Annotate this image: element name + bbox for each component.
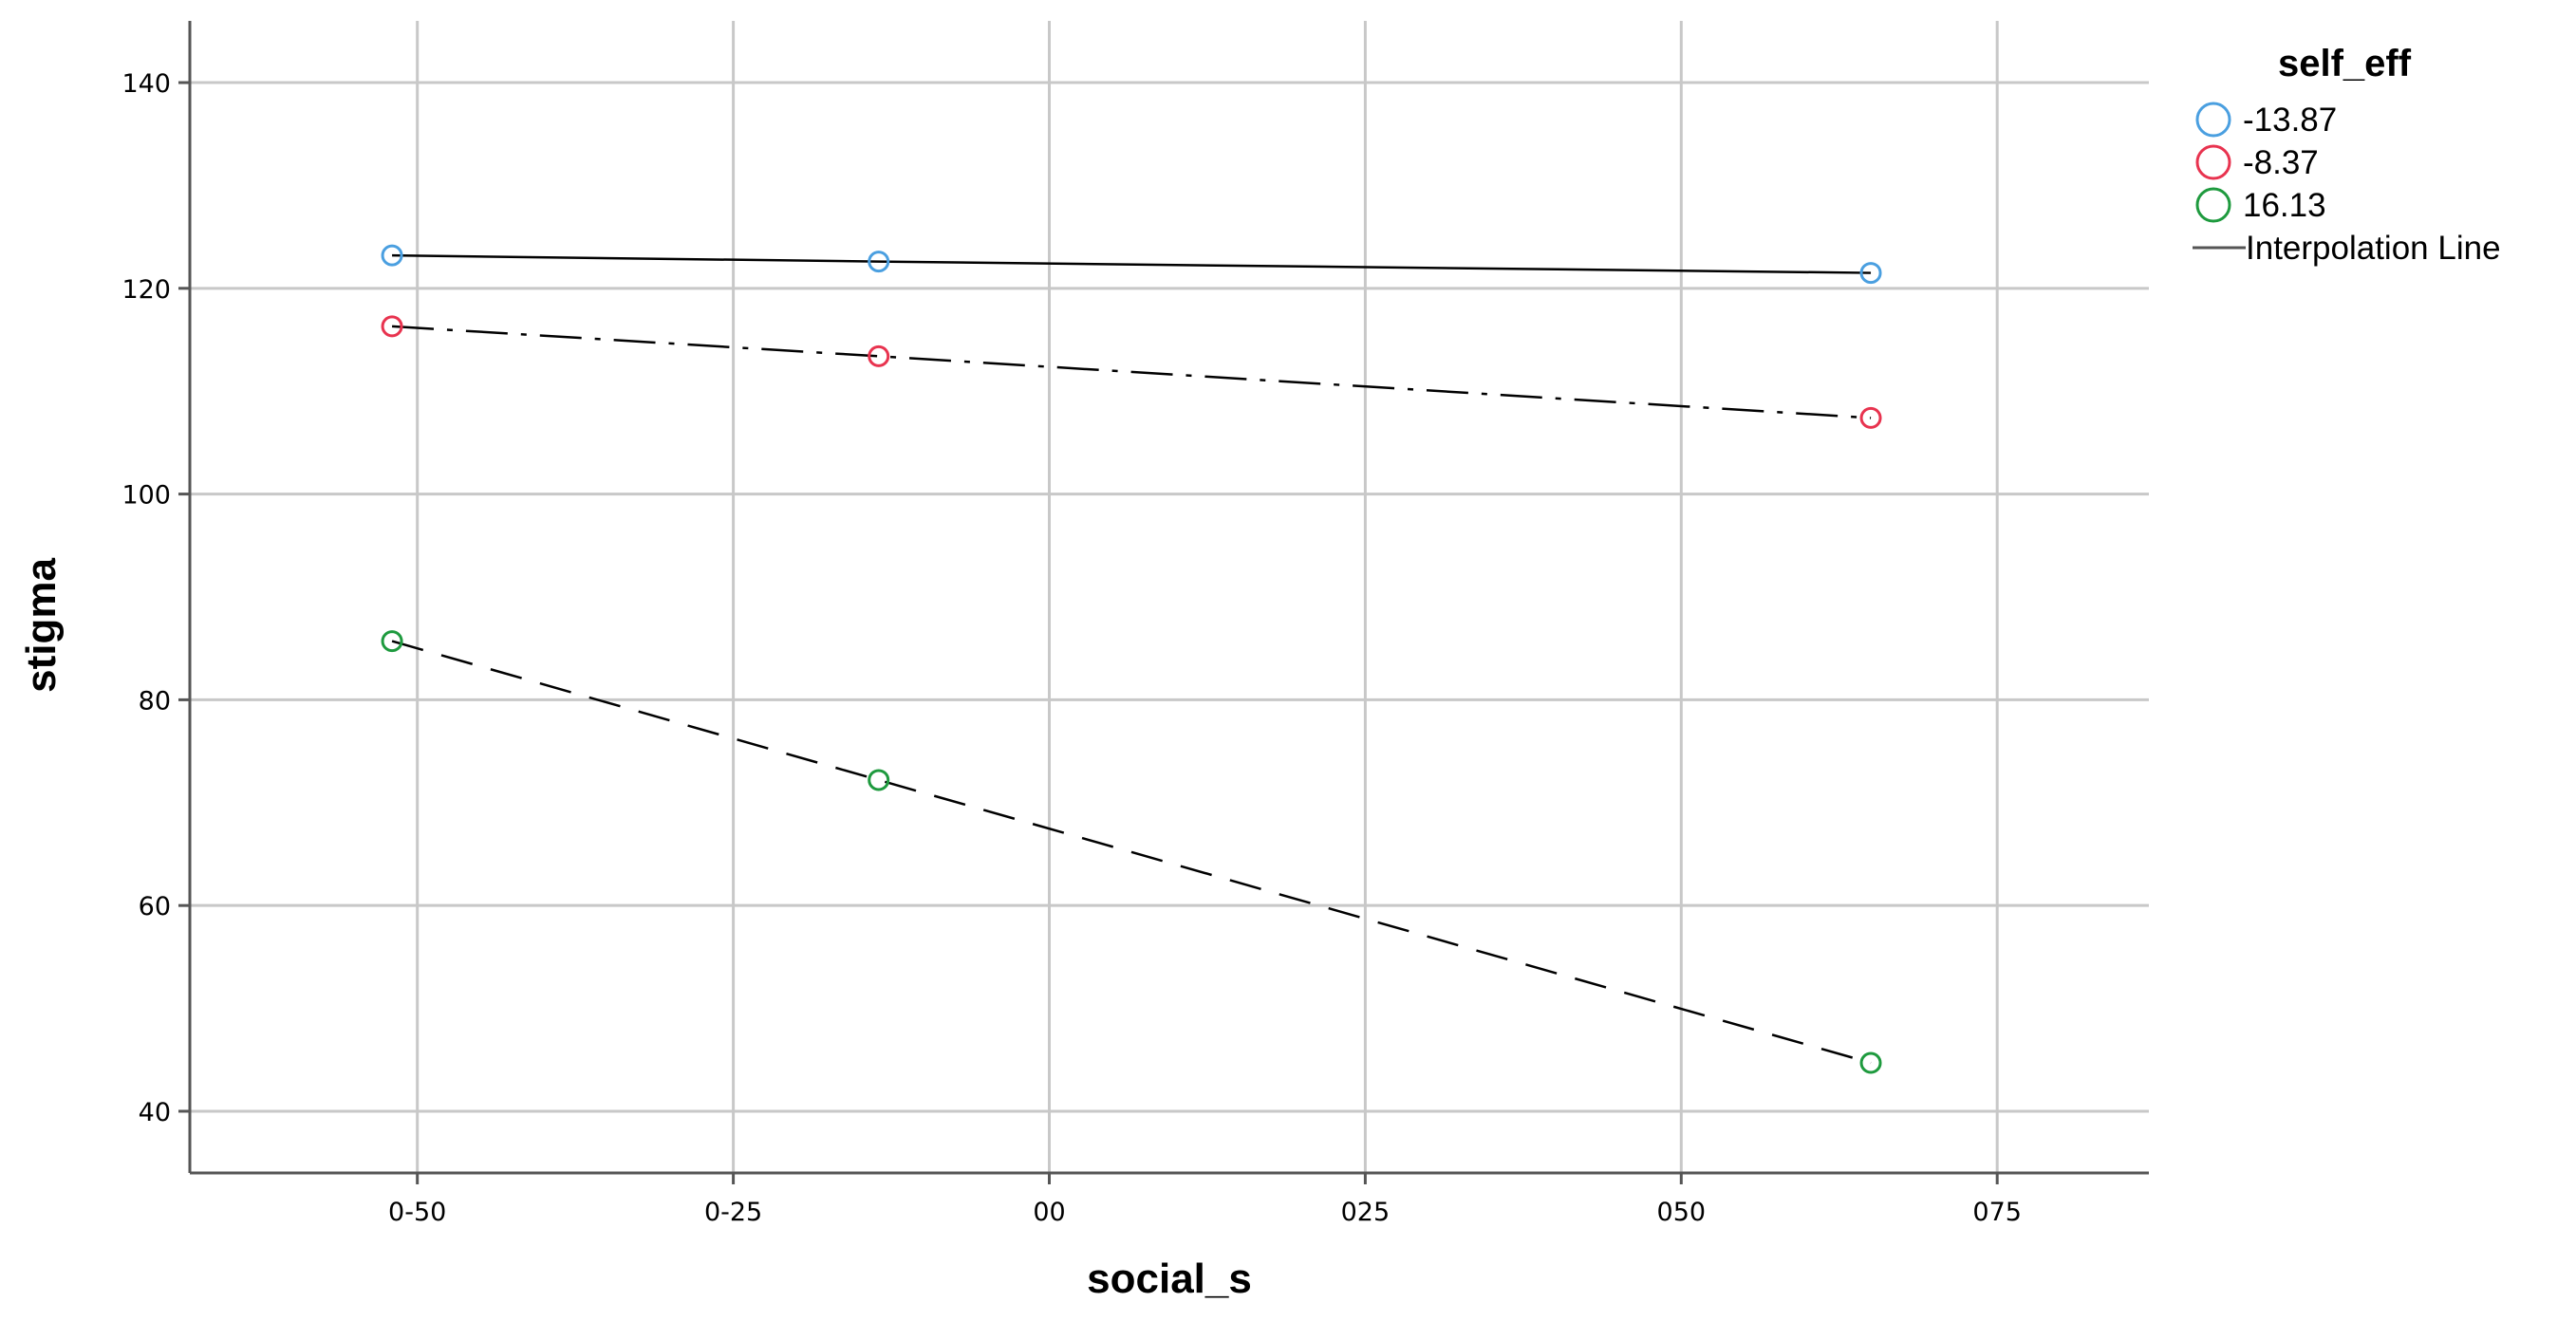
data-point bbox=[1859, 406, 1882, 429]
data-point bbox=[1859, 262, 1882, 285]
x-tick-label: 025 bbox=[1341, 1198, 1391, 1227]
series-line-2 bbox=[391, 325, 1872, 419]
series-line-1 bbox=[392, 253, 1872, 274]
y-tick-label: 80 bbox=[139, 686, 171, 716]
x-tick-label: 00 bbox=[1033, 1198, 1065, 1227]
y-axis-title: stigma bbox=[18, 558, 65, 693]
legend-interpolation-label: Interpolation Line bbox=[2246, 230, 2501, 267]
data-point bbox=[868, 344, 890, 367]
data-point bbox=[868, 769, 890, 791]
y-tick-label: 100 bbox=[121, 481, 171, 511]
legend-marker bbox=[2195, 187, 2231, 223]
axes bbox=[178, 21, 2149, 1184]
x-axis-title: social_s bbox=[1087, 1256, 1252, 1302]
legend: self_eff -13.87 -8.37 16.13 Interpolation … bbox=[2193, 43, 2501, 267]
y-tick-label: 40 bbox=[139, 1098, 171, 1127]
legend-marker bbox=[2195, 102, 2231, 138]
x-tick-label: 050 bbox=[1657, 1198, 1707, 1227]
series-lines bbox=[391, 253, 1872, 1065]
x-tick-label: 075 bbox=[1972, 1198, 2022, 1227]
tick-labels: 40 60 80 100 120 140 0-50 0-25 00 025 050 075 bbox=[121, 69, 2022, 1227]
data-point bbox=[381, 630, 403, 653]
y-tick-label: 120 bbox=[121, 275, 171, 305]
gridlines bbox=[190, 21, 2149, 1173]
y-tick-label: 60 bbox=[139, 892, 171, 921]
data-point bbox=[1859, 1051, 1882, 1074]
data-point bbox=[381, 244, 403, 267]
data-points bbox=[381, 244, 1882, 1074]
legend-title: self_eff bbox=[2278, 43, 2412, 84]
y-tick-label: 140 bbox=[121, 69, 171, 99]
data-point bbox=[381, 315, 403, 338]
series-line-3 bbox=[391, 640, 1872, 1065]
x-tick-label: 0-50 bbox=[388, 1198, 446, 1227]
legend-label: -13.87 bbox=[2243, 102, 2337, 139]
legend-label: -8.37 bbox=[2243, 144, 2319, 181]
legend-label: 16.13 bbox=[2243, 187, 2326, 224]
legend-marker bbox=[2195, 144, 2231, 180]
x-tick-label: 0-25 bbox=[704, 1198, 762, 1227]
data-point bbox=[868, 251, 890, 273]
